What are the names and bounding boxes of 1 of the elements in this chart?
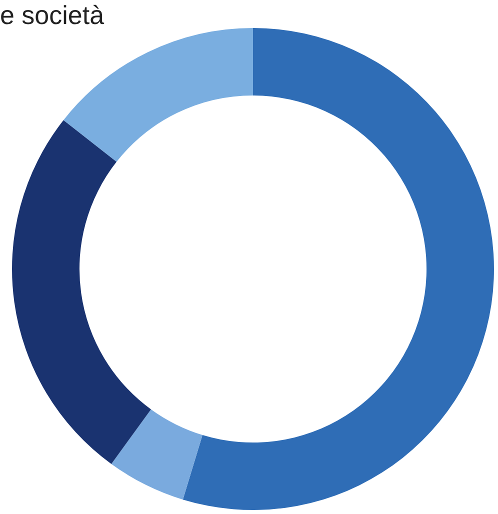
chart-title: e società	[0, 0, 104, 31]
